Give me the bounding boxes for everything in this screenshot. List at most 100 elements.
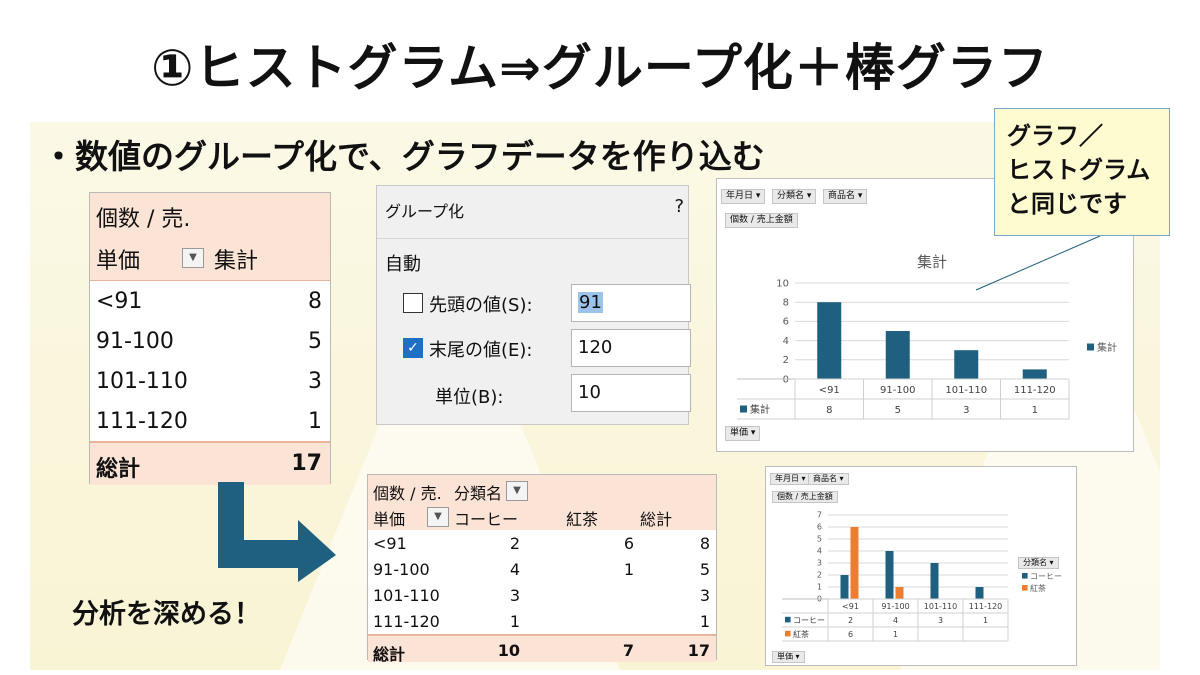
- legend-label: 集計: [1097, 341, 1117, 354]
- start-value-label: 先頭の値(S):: [429, 295, 533, 316]
- data-label: 3: [963, 405, 969, 416]
- end-value-label: 末尾の値(E):: [429, 340, 533, 361]
- chart-bar: [840, 575, 849, 599]
- step-input[interactable]: 10: [571, 374, 691, 412]
- y-tick-label: 0: [783, 374, 789, 385]
- pivot-table-grouped: 個数 / 売. 分類名 ▼ 単価 ▼ コーヒー 紅茶 総計 <91 2 6 8 …: [367, 474, 717, 664]
- data-label: 1: [1032, 405, 1038, 416]
- end-value-checkbox[interactable]: ✓: [403, 338, 423, 358]
- y-tick-label: 1: [817, 583, 822, 592]
- pivot-col-label: 集計: [214, 249, 259, 274]
- table-series-label: コーヒー: [793, 616, 825, 625]
- x-tick-label: <91: [842, 602, 859, 611]
- data-label: 6: [848, 630, 853, 639]
- table-total-row: 総計 10 7 17: [368, 634, 716, 664]
- pivot-row-field: 単価: [96, 249, 141, 274]
- grouped-bar-chart: 年月日 ▾ 商品名 ▾ 個数 / 売上金額 分類名 ▾ 01234567<919…: [765, 466, 1077, 666]
- chart-bar: [954, 350, 979, 379]
- chart-bar: [817, 302, 842, 379]
- y-tick-label: 8: [783, 298, 789, 309]
- chart-bar: [885, 331, 910, 379]
- chart-bar: [850, 527, 859, 599]
- filter-dropdown-icon[interactable]: ▼: [427, 507, 449, 527]
- data-label: 1: [983, 616, 988, 625]
- table-row: 91-100 5: [96, 329, 322, 354]
- value-field-button[interactable]: 個数 / 売上金額: [725, 213, 798, 228]
- table-total-row: 総計 17: [90, 441, 330, 485]
- legend-key: [1022, 585, 1028, 591]
- chart-bar: [1022, 369, 1047, 379]
- axis-field-button[interactable]: 単価 ▾: [772, 651, 805, 663]
- filter-dropdown-icon[interactable]: ▼: [506, 481, 528, 501]
- table-legend-key: [785, 616, 791, 623]
- y-tick-label: 2: [817, 571, 822, 580]
- table-series-label: 紅茶: [793, 629, 809, 639]
- filter-button[interactable]: 年月日 ▾: [721, 189, 766, 204]
- filter-button[interactable]: 年月日 ▾: [770, 473, 811, 485]
- filter-button[interactable]: 商品名 ▾: [823, 189, 868, 204]
- grouping-dialog: グループ化 ? 自動 先頭の値(S): 91 ✓ 末尾の値(E): 120 単位…: [376, 185, 691, 425]
- pivot-header: 個数 / 売. 分類名 ▼ 単価 ▼ コーヒー 紅茶 総計: [368, 475, 716, 530]
- auto-section-label: 自動: [385, 254, 421, 275]
- x-tick-label: <91: [819, 385, 840, 396]
- y-tick-label: 7: [817, 511, 822, 520]
- value-field-button[interactable]: 個数 / 売上金額: [772, 491, 838, 503]
- legend-label: コーヒー: [1030, 572, 1062, 581]
- y-tick-label: 4: [783, 336, 789, 347]
- table-row: 101-110 3: [96, 369, 322, 394]
- dialog-divider: [377, 238, 688, 239]
- y-tick-label: 2: [783, 355, 789, 366]
- filter-button[interactable]: 分類名 ▾: [772, 189, 817, 204]
- slide-title: ①ヒストグラム⇒グループ化＋棒グラフ: [151, 39, 1049, 97]
- x-tick-label: 111-120: [969, 602, 1002, 611]
- table-row: <91 8: [96, 289, 322, 314]
- data-label: 8: [826, 405, 832, 416]
- start-value-input[interactable]: 91: [571, 284, 691, 322]
- y-tick-label: 3: [817, 559, 822, 568]
- step-label: 単位(B):: [435, 387, 504, 408]
- start-value-checkbox[interactable]: [403, 293, 423, 313]
- data-label: 3: [938, 616, 943, 625]
- dialog-title: グループ化: [385, 202, 465, 221]
- table-series-label: 集計: [750, 403, 770, 416]
- table-legend-key: [740, 405, 747, 413]
- x-tick-label: 101-110: [945, 385, 987, 396]
- table-row: 101-110 3 3: [373, 586, 710, 605]
- axis-field-button[interactable]: 単価 ▾: [725, 426, 761, 441]
- chart-bar: [885, 551, 894, 599]
- legend-field-button[interactable]: 分類名 ▾: [1018, 557, 1059, 569]
- table-row: 91-100 4 1 5: [373, 560, 710, 579]
- pivot-table-single: 個数 / 売. 単価 ▼ 集計 <91 8 91-100 5 101-110 3 11…: [89, 192, 331, 485]
- chart-bar: [975, 587, 984, 599]
- filter-button[interactable]: 商品名 ▾: [808, 473, 849, 485]
- arrow-icon: [218, 482, 336, 582]
- deeper-analysis-text: 分析を深める！: [72, 599, 261, 630]
- y-tick-label: 4: [817, 547, 822, 556]
- data-label: 5: [895, 405, 901, 416]
- pivot-header: 個数 / 売. 単価 ▼ 集計: [90, 193, 330, 281]
- table-row: 111-120 1 1: [373, 612, 710, 631]
- data-label: 1: [893, 630, 898, 639]
- filter-dropdown-icon[interactable]: ▼: [182, 248, 204, 268]
- chart-plot: 0 2 4 6 8 10 集計 <91 91-100 101-110 111-120 集計 8 5 3 1 集計: [737, 253, 1117, 420]
- table-row: <91 2 6 8: [373, 534, 710, 553]
- end-value-input[interactable]: 120: [571, 329, 691, 367]
- y-tick-label: 6: [783, 317, 789, 328]
- help-button[interactable]: ?: [674, 196, 684, 217]
- x-tick-label: 101-110: [924, 602, 957, 611]
- y-tick-label: 5: [817, 535, 822, 544]
- pivot-value-field: 個数 / 売.: [96, 207, 191, 232]
- table-row: 111-120 1: [96, 409, 322, 434]
- legend-key: [1087, 343, 1094, 351]
- table-legend-key: [785, 630, 791, 637]
- x-tick-label: 91-100: [881, 602, 909, 611]
- y-tick-label: 10: [776, 278, 789, 289]
- chart-plot: 01234567<9191-100101-110111-120コーヒー2431紅…: [782, 511, 1062, 642]
- data-label: 4: [893, 616, 898, 625]
- data-label: 2: [848, 616, 853, 625]
- x-tick-label: 111-120: [1014, 385, 1056, 396]
- chart-bar: [895, 587, 904, 599]
- chart-title: 集計: [917, 253, 947, 271]
- legend-label: 紅茶: [1030, 583, 1046, 593]
